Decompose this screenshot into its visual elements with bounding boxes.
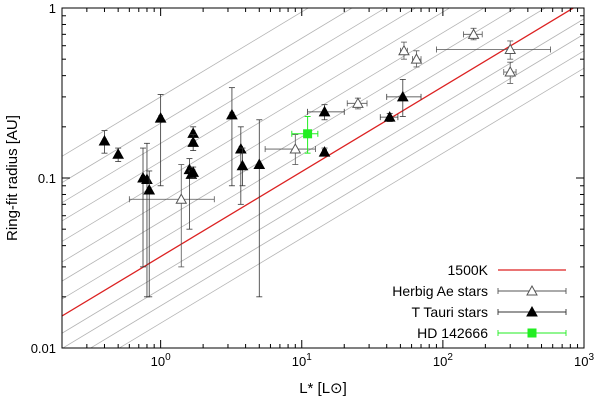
data-marker [187,166,200,177]
gray-line-6 [62,8,517,282]
data-marker [154,112,167,123]
t-tauri-stars-point [318,146,331,157]
gray-line-9 [62,8,417,222]
gray-line-7 [62,8,485,263]
t-tauri-stars-point [386,79,422,117]
herbig-ae-stars-point [436,40,552,60]
legend-marker [526,284,538,296]
data-marker [318,146,331,157]
data-marker [253,158,266,170]
legend-label: 1500K [448,262,489,278]
t-tauri-stars-point [154,94,167,187]
y-tick-label: 1 [49,1,56,16]
hd-142666-point [291,116,319,154]
data-marker [98,134,111,146]
legend-entry: T Tauri stars [411,304,567,320]
data-marker [398,44,410,56]
legend-label: T Tauri stars [411,304,488,320]
x-tick-label: 101 [292,352,312,369]
x-tick-label: 102 [433,352,453,369]
t-tauri-stars-point [226,87,238,187]
data-marker [112,148,125,159]
legend-marker [526,305,538,317]
herbig-ae-stars-point [463,27,483,41]
herbig-ae-stars-point [503,61,517,84]
t-tauri-stars-point [143,170,156,298]
legend-marker [527,328,537,338]
data-marker [143,183,156,195]
herbig-ae-stars-point [264,134,316,165]
t-tauri-stars-point [236,147,249,187]
data-marker [303,129,313,139]
legend-label: HD 142666 [417,325,488,341]
data-marker [396,90,409,102]
t-tauri-stars-point [307,104,345,121]
gray-line-1 [89,50,584,348]
legend-label: Herbig Ae stars [392,283,488,299]
data-marker [383,111,396,122]
data-marker [352,97,364,108]
data-marker [187,136,200,147]
t-tauri-stars-point [137,147,149,268]
herbig-ae-stars-point [128,164,215,268]
data-marker [289,143,302,154]
t-tauri-stars-point [187,134,200,151]
legend-entry: HD 142666 [417,325,567,341]
gray-line-2 [62,33,584,348]
herbig-ae-stars-point [398,41,410,60]
x-tick-label: 100 [151,352,171,369]
y-axis-label: Ring-fit radius [AU] [4,115,21,241]
gray-line-0 [118,67,584,348]
gray-line-10 [62,8,387,204]
data-marker [504,43,517,55]
gray-line-8 [62,8,451,242]
data-marker [318,105,331,117]
x-axis-label: L* [L⊙] [299,380,347,397]
data-marker [226,108,238,120]
t-tauri-stars-point [141,142,153,298]
t-tauri-stars-point [379,111,399,122]
line-1500k [62,8,575,317]
gray-line-12 [62,8,309,157]
legend: 1500K Herbig Ae stars T Tauri stars HD 1426… [392,262,567,341]
t-tauri-stars-point [98,130,111,154]
t-tauri-stars-point [253,119,266,298]
legend-entry: 1500K [448,262,566,278]
herbig-ae-stars-point [410,50,423,68]
gray-line-11 [62,8,353,183]
herbig-ae-stars-point [346,97,368,110]
y-tick-label: 0.1 [38,171,56,186]
data-marker [467,28,480,39]
t-tauri-stars-point [187,166,200,179]
x-tick-label: 103 [574,352,594,369]
legend-entry: Herbig Ae stars [392,283,567,299]
gray-line-3 [62,18,584,334]
data-marker [504,66,517,77]
data-marker [410,53,423,64]
data-marker [175,193,188,204]
t-tauri-stars-point [112,147,125,162]
y-tick-label: 0.01 [31,341,56,356]
data-marker [234,143,247,154]
data-marker [236,159,249,171]
